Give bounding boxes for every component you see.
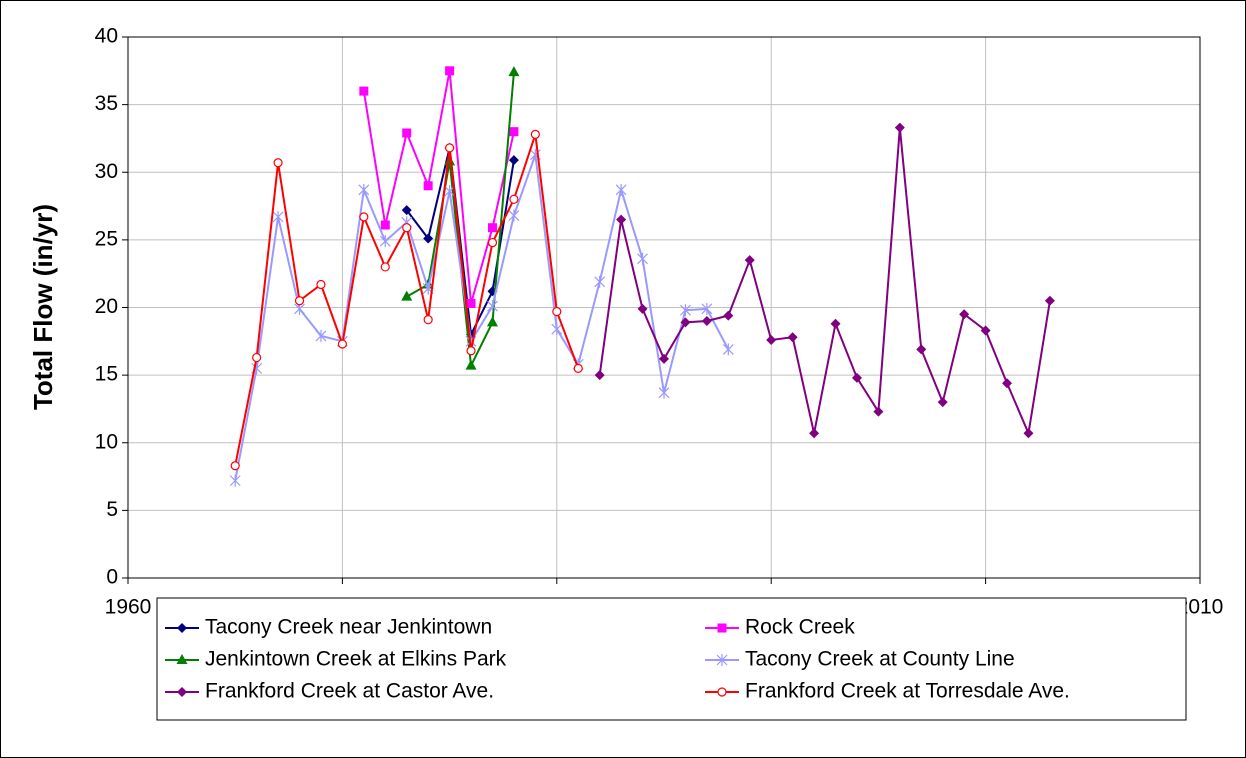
marker — [916, 344, 927, 355]
marker — [229, 474, 241, 487]
marker — [466, 346, 476, 356]
marker — [487, 223, 497, 233]
marker — [423, 315, 433, 325]
marker — [337, 339, 347, 349]
marker — [594, 370, 605, 381]
marker — [423, 233, 434, 244]
legend-label: Rock Creek — [745, 616, 855, 639]
y-tick-label: 35 — [95, 92, 118, 115]
plot-border — [127, 36, 1201, 579]
marker — [1023, 428, 1034, 439]
legend-label: Frankford Creek at Torresdale Ave. — [745, 680, 1070, 703]
marker — [1044, 295, 1055, 306]
y-tick-label: 25 — [95, 227, 118, 250]
y-tick-label: 0 — [106, 566, 118, 589]
marker — [851, 372, 862, 383]
marker — [509, 127, 519, 137]
marker — [744, 255, 755, 266]
x-tick-label: 2010 — [1177, 596, 1224, 619]
marker — [486, 316, 498, 327]
legend-marker — [176, 654, 188, 664]
marker — [445, 143, 455, 153]
marker — [230, 461, 240, 471]
marker — [466, 298, 476, 308]
y-tick-label: 10 — [95, 430, 118, 453]
marker — [530, 129, 540, 139]
marker — [402, 128, 412, 138]
marker — [294, 296, 305, 306]
marker — [358, 183, 370, 196]
marker — [402, 223, 412, 233]
marker — [873, 406, 884, 417]
marker — [723, 310, 734, 321]
marker — [508, 66, 520, 77]
marker — [573, 363, 583, 373]
marker — [680, 317, 691, 328]
marker — [830, 318, 841, 329]
series-line — [234, 154, 730, 481]
marker — [252, 352, 262, 363]
marker — [445, 66, 455, 76]
marker — [701, 302, 713, 315]
legend-label: Jenkintown Creek at Elkins Park — [205, 648, 507, 671]
marker — [401, 290, 413, 301]
marker — [1002, 378, 1013, 389]
marker — [959, 309, 970, 320]
y-tick-label: 40 — [95, 25, 118, 48]
y-tick-label: 5 — [106, 498, 118, 521]
marker — [809, 428, 820, 439]
marker — [487, 237, 498, 248]
y-axis-label: Total Flow (in/yr) — [28, 204, 58, 410]
legend-label: Tacony Creek near Jenkintown — [205, 616, 492, 639]
marker — [594, 275, 606, 288]
marker — [273, 158, 283, 168]
marker — [316, 279, 326, 290]
marker — [423, 181, 433, 191]
marker — [616, 214, 627, 225]
marker — [722, 343, 734, 356]
marker — [401, 205, 412, 216]
marker — [766, 334, 777, 345]
marker — [380, 262, 390, 272]
series-line — [598, 127, 1051, 437]
marker — [659, 353, 669, 364]
marker — [894, 122, 905, 133]
legend-marker — [177, 623, 187, 633]
marker — [615, 183, 627, 196]
marker — [787, 332, 798, 343]
marker — [379, 235, 391, 248]
marker — [637, 252, 648, 265]
legend-marker — [177, 687, 187, 697]
legend-marker — [716, 654, 728, 666]
legend-marker — [717, 623, 727, 633]
marker — [980, 325, 991, 336]
y-tick-label: 20 — [95, 295, 118, 318]
marker — [359, 212, 369, 222]
legend-marker — [717, 687, 727, 697]
marker — [465, 359, 477, 370]
y-tick-label: 15 — [95, 363, 118, 386]
legend-label: Frankford Creek at Castor Ave. — [205, 680, 494, 703]
x-tick-label: 1960 — [105, 596, 152, 619]
marker — [380, 220, 390, 230]
marker — [658, 386, 670, 399]
marker — [508, 155, 519, 166]
marker — [701, 316, 712, 327]
marker — [680, 304, 691, 317]
y-tick-label: 30 — [95, 160, 118, 183]
marker — [937, 397, 948, 408]
marker — [315, 329, 327, 342]
marker — [509, 194, 519, 204]
legend-box — [156, 597, 1187, 721]
marker — [272, 210, 284, 223]
marker — [508, 209, 520, 222]
marker — [487, 300, 498, 313]
marker — [552, 306, 562, 317]
marker — [359, 86, 369, 96]
legend-label: Tacony Creek at County Line — [745, 648, 1015, 671]
marker — [637, 303, 648, 314]
marker — [551, 323, 563, 336]
